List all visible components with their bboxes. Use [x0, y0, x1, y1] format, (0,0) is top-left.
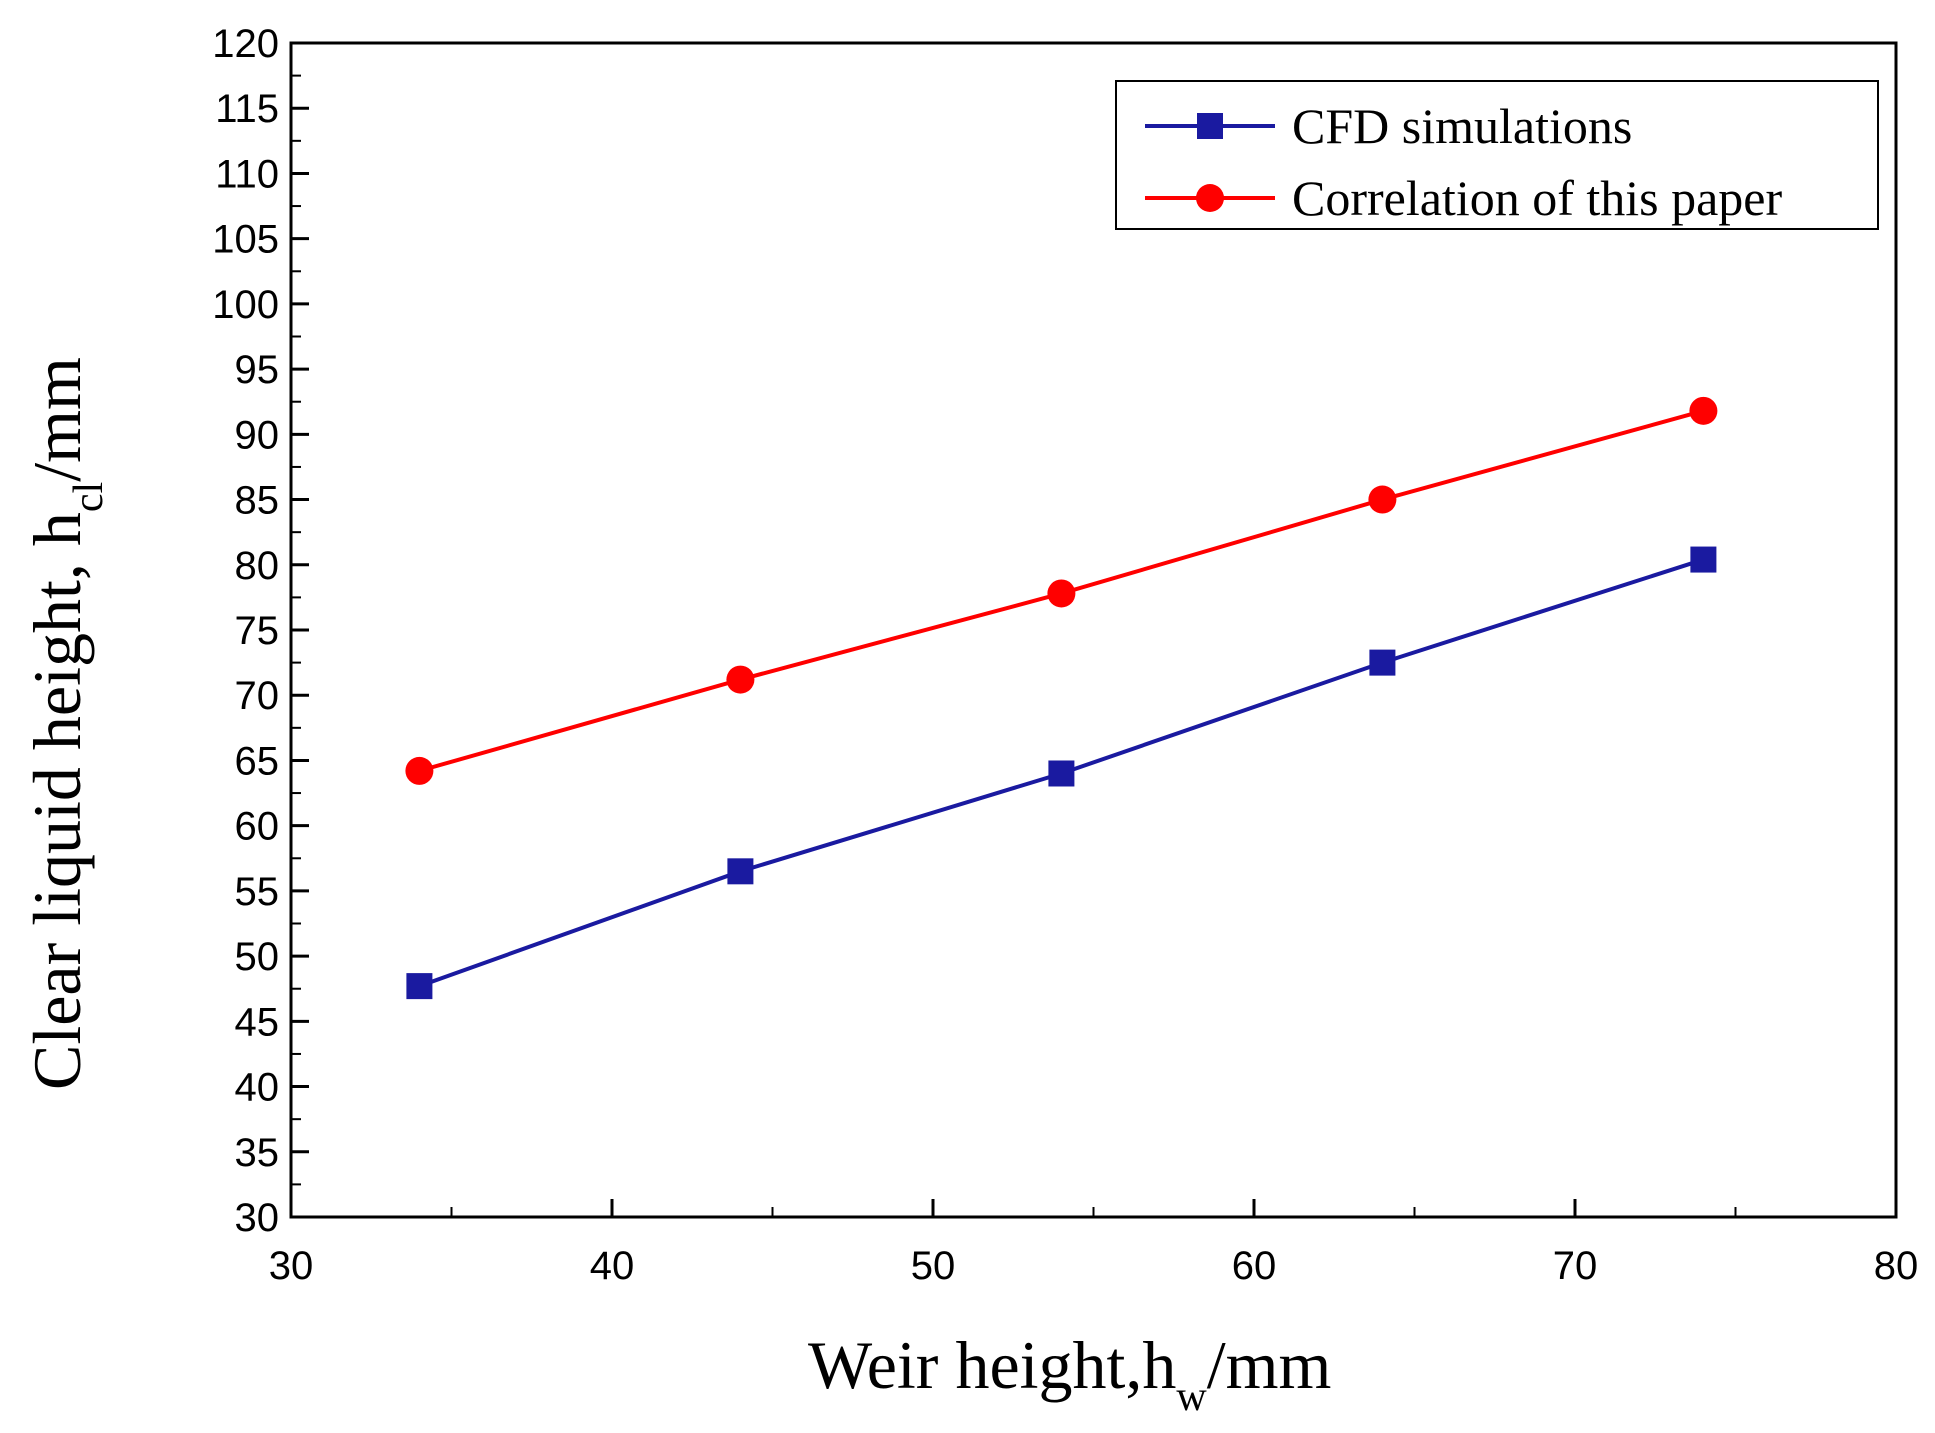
y-tick-label: 100: [212, 283, 279, 327]
y-tick-label: 70: [235, 674, 280, 718]
y-tick-label: 45: [235, 1000, 280, 1044]
y-tick-label: 35: [235, 1131, 280, 1175]
x-tick-label: 30: [269, 1244, 314, 1288]
series-1-point: [1048, 760, 1075, 787]
legend-marker: [1197, 113, 1223, 139]
legend-marker: [1196, 184, 1224, 212]
x-tick-label: 80: [1874, 1244, 1919, 1288]
y-tick-label: 40: [235, 1066, 280, 1110]
y-tick-labels: 30 35 40 45 50 55 60 65 70 75 80 85 90 95 100 105 110 115…: [212, 22, 279, 1240]
x-axis-title-subscript: w: [1176, 1374, 1207, 1420]
legend-label: Correlation of this paper: [1292, 170, 1782, 226]
y-axis-title: Clear liquid height, hcl/mm: [19, 357, 112, 1090]
y-axis-title-unit: /mm: [19, 357, 95, 482]
y-axis-title-main: Clear liquid height, h: [19, 512, 95, 1090]
series-2-point: [1047, 579, 1076, 608]
y-tick-label: 85: [235, 479, 280, 523]
minor-ticks: [291, 74, 1737, 1217]
y-tick-label: 60: [235, 805, 280, 849]
y-tick-label: 120: [212, 22, 279, 66]
major-ticks: [289, 41, 1898, 1219]
series-1-point: [1690, 546, 1717, 573]
x-tick-label: 70: [1553, 1244, 1598, 1288]
y-tick-label: 95: [235, 348, 280, 392]
x-tick-label: 40: [590, 1244, 635, 1288]
x-tick-label: 60: [1232, 1244, 1277, 1288]
x-axis-title: Weir height,hw/mm: [808, 1327, 1331, 1420]
y-tick-label: 115: [215, 87, 279, 131]
legend-label: CFD simulations: [1292, 98, 1632, 154]
y-tick-label: 30: [235, 1196, 280, 1240]
y-tick-label: 50: [235, 935, 280, 979]
series-2-point: [405, 756, 434, 785]
series-2-point: [1368, 485, 1397, 514]
legend-items: CFD simulations Correlation of this paper: [1145, 98, 1782, 226]
series-1-point: [727, 858, 754, 885]
y-tick-label: 90: [235, 413, 280, 457]
x-tick-label: 50: [911, 1244, 956, 1288]
y-tick-label: 75: [235, 609, 280, 653]
series-2-point: [1689, 396, 1718, 425]
series-1-point: [1369, 649, 1396, 676]
x-axis-title-main: Weir height,h: [808, 1327, 1176, 1403]
legend: CFD simulations Correlation of this paper: [1115, 80, 1879, 230]
series-layer: [405, 396, 1718, 1000]
y-tick-label: 55: [235, 870, 280, 914]
y-tick-label: 105: [212, 218, 279, 262]
x-axis-title-unit: /mm: [1207, 1327, 1332, 1403]
series-1-point: [406, 973, 433, 1000]
plot-frame: [289, 41, 1898, 1219]
y-tick-label: 110: [215, 152, 279, 196]
y-tick-label: 80: [235, 544, 280, 588]
series-2-point: [726, 665, 755, 694]
y-axis-title-subscript: cl: [66, 482, 112, 512]
x-tick-labels: 30 40 50 60 70 80: [269, 1244, 1919, 1288]
legend-box: [1115, 80, 1879, 230]
y-tick-label: 65: [235, 739, 280, 783]
